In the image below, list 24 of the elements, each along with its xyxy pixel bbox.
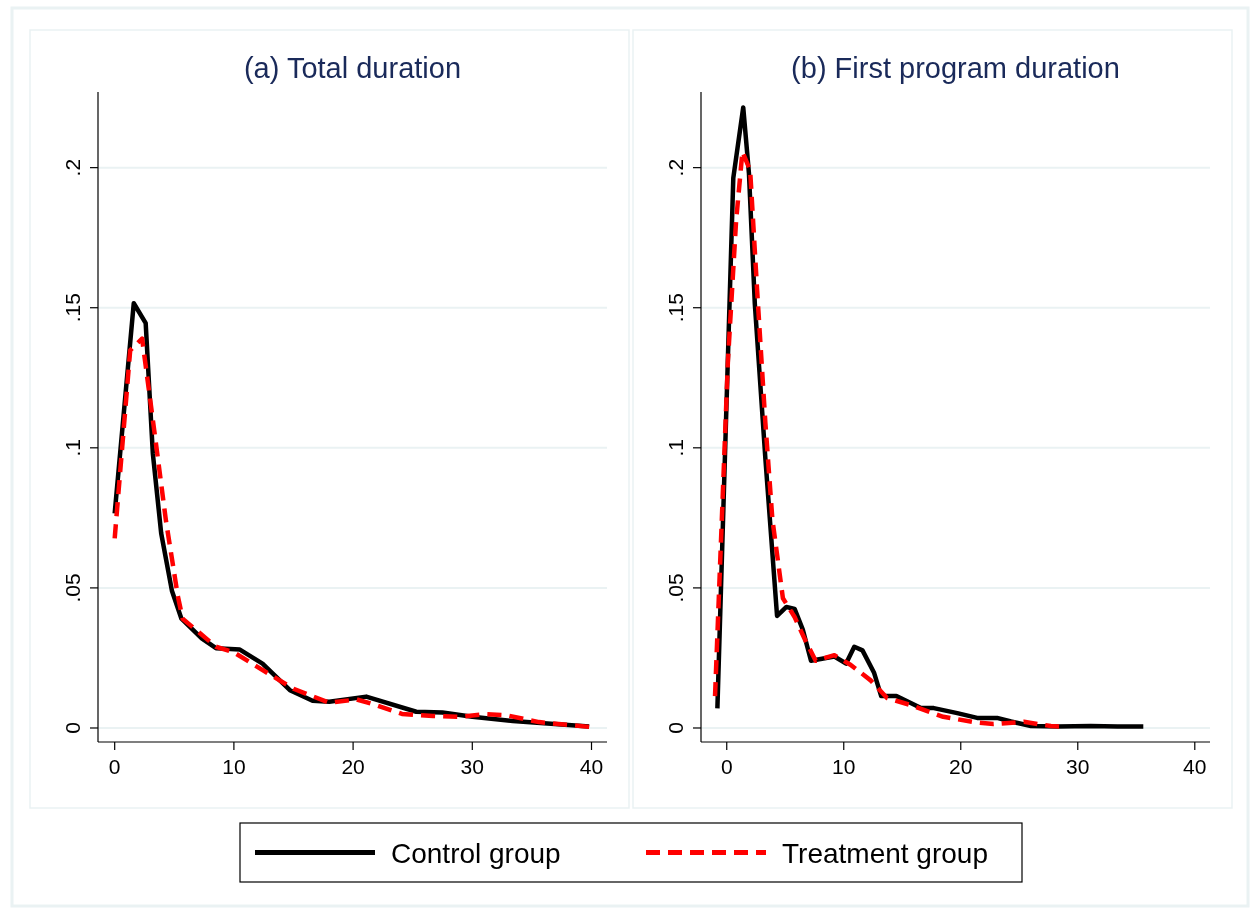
y-tick-label: 0 (664, 722, 687, 734)
y-tick-label: .15 (664, 293, 687, 323)
x-tick-label: 20 (949, 755, 973, 778)
legend-label: Control group (391, 837, 561, 869)
y-tick-label: .1 (664, 439, 687, 457)
y-tick-label: .2 (664, 158, 687, 177)
chart-title: (b) First program duration (791, 52, 1120, 84)
y-tick-label: .05 (664, 573, 687, 603)
x-tick-label: 0 (720, 755, 733, 778)
y-tick-label: .15 (61, 293, 84, 323)
x-tick-label: 30 (1066, 755, 1090, 778)
y-tick-label: .05 (61, 573, 84, 603)
x-tick-label: 40 (579, 755, 604, 778)
legend-label: Treatment group (782, 837, 988, 869)
x-tick-label: 0 (108, 755, 121, 778)
y-tick-label: .1 (61, 439, 84, 457)
y-tick-label: .2 (61, 158, 84, 177)
x-tick-label: 10 (832, 755, 856, 778)
y-tick-label: 0 (61, 722, 84, 734)
x-tick-label: 30 (460, 755, 484, 778)
x-tick-label: 20 (341, 755, 365, 778)
chart-title: (a) Total duration (243, 52, 462, 84)
x-tick-label: 10 (222, 755, 246, 778)
x-tick-label: 40 (1183, 755, 1207, 778)
